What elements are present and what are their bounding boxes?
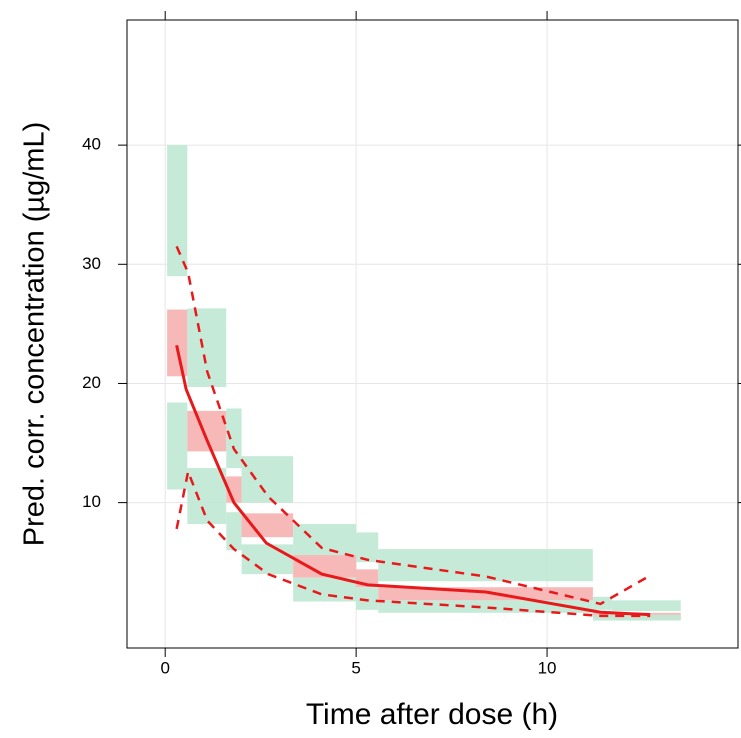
upper-ci-box xyxy=(293,524,357,556)
lower-ci-box xyxy=(356,587,379,610)
lower-ci-box xyxy=(187,468,227,525)
upper-ci-box xyxy=(187,308,227,388)
lower-ci-box xyxy=(611,614,681,621)
y-tick-label: 10 xyxy=(82,492,101,511)
median-ci-box xyxy=(187,410,227,452)
x-tick-label: 5 xyxy=(351,658,360,677)
median-ci-box xyxy=(293,555,357,578)
percentile-line xyxy=(175,245,647,606)
lower-ci-box xyxy=(167,402,188,490)
x-tick-label: 0 xyxy=(160,658,169,677)
lower-ci-box xyxy=(293,577,357,602)
median-ci-box xyxy=(378,587,593,601)
median-ci-box xyxy=(167,309,188,377)
upper-ci-box xyxy=(226,408,242,469)
upper-ci-box xyxy=(241,456,294,503)
y-axis-title: Pred. corr. concentration (µg/mL) xyxy=(19,122,51,547)
y-tick-label: 40 xyxy=(82,135,101,154)
plot-frame xyxy=(126,19,739,649)
y-tick-label: 20 xyxy=(82,373,101,392)
y-tick-label: 30 xyxy=(82,254,101,273)
lower-ci-box xyxy=(241,544,294,575)
upper-ci-box xyxy=(611,600,681,612)
median-ci-box xyxy=(241,513,294,538)
upper-ci-box xyxy=(356,532,379,563)
median-line xyxy=(175,345,651,617)
x-axis-title: Time after dose (h) xyxy=(306,698,558,731)
lower-ci-box xyxy=(226,512,242,551)
lower-ci-box xyxy=(592,614,612,621)
x-tick-label: 10 xyxy=(538,658,557,677)
percentile-line xyxy=(175,467,651,618)
upper-ci-box xyxy=(167,145,188,277)
